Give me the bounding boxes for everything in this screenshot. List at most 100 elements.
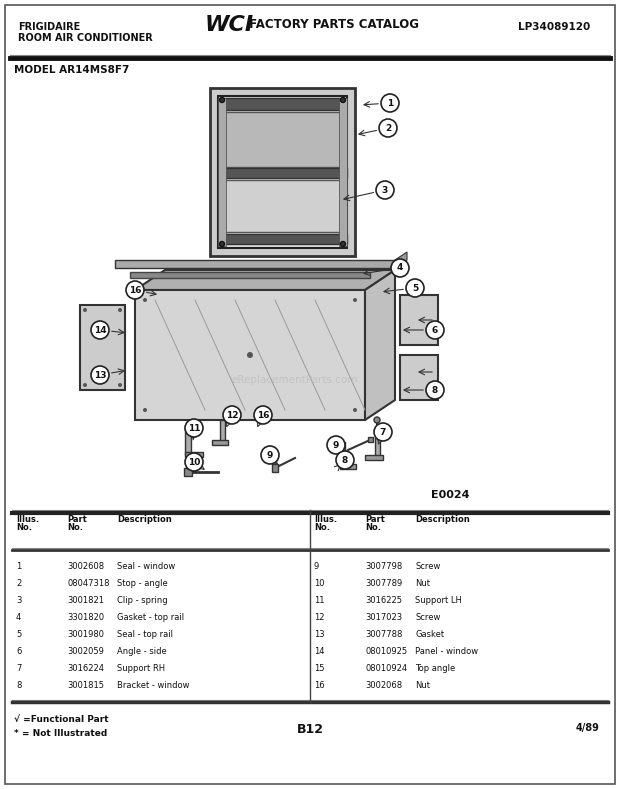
- Text: 12: 12: [314, 613, 324, 622]
- Text: 13: 13: [314, 630, 325, 639]
- Text: 13: 13: [94, 371, 106, 380]
- Circle shape: [353, 408, 357, 412]
- Text: FRIGIDAIRE: FRIGIDAIRE: [18, 22, 80, 32]
- Text: 2: 2: [385, 124, 391, 133]
- Text: 3016225: 3016225: [365, 596, 402, 605]
- Text: eReplacementParts.com: eReplacementParts.com: [232, 375, 358, 385]
- Circle shape: [391, 259, 409, 277]
- Bar: [218, 96, 347, 248]
- Circle shape: [185, 419, 203, 437]
- Text: 08010924: 08010924: [365, 664, 407, 673]
- Circle shape: [353, 298, 357, 302]
- Bar: [375, 430, 380, 458]
- Text: 3007798: 3007798: [365, 562, 402, 571]
- Text: * = Not Illustrated: * = Not Illustrated: [14, 729, 107, 738]
- Text: 5: 5: [412, 283, 418, 293]
- Text: 16: 16: [257, 410, 269, 420]
- Text: 8: 8: [342, 455, 348, 465]
- Text: 3002059: 3002059: [67, 647, 104, 656]
- Text: 3002068: 3002068: [365, 681, 402, 690]
- Circle shape: [185, 453, 203, 471]
- Circle shape: [261, 446, 279, 464]
- Text: 3001815: 3001815: [67, 681, 104, 690]
- Bar: [130, 272, 370, 278]
- Circle shape: [254, 406, 272, 424]
- Text: Description: Description: [415, 515, 470, 524]
- Text: 3002608: 3002608: [67, 562, 104, 571]
- Polygon shape: [365, 270, 395, 420]
- Bar: [135, 290, 365, 420]
- Circle shape: [336, 451, 354, 469]
- Text: No.: No.: [365, 523, 381, 532]
- Text: 3001980: 3001980: [67, 630, 104, 639]
- Circle shape: [91, 366, 109, 384]
- Circle shape: [126, 281, 144, 299]
- Circle shape: [374, 417, 380, 423]
- Text: Description: Description: [117, 515, 172, 524]
- Text: 3301820: 3301820: [67, 613, 104, 622]
- Text: Top angle: Top angle: [415, 664, 455, 673]
- Text: 11: 11: [188, 424, 200, 432]
- Text: MODEL AR14MS8F7: MODEL AR14MS8F7: [14, 65, 130, 75]
- Text: 7: 7: [16, 664, 21, 673]
- Bar: [210, 88, 355, 256]
- Text: 2: 2: [16, 579, 21, 588]
- Text: 1: 1: [387, 99, 393, 107]
- Bar: [80, 305, 125, 390]
- Circle shape: [118, 308, 122, 312]
- Polygon shape: [395, 252, 407, 268]
- Text: 4: 4: [397, 264, 403, 272]
- Circle shape: [223, 406, 241, 424]
- Text: √ =Functional Part: √ =Functional Part: [14, 715, 108, 724]
- Text: 08010925: 08010925: [365, 647, 407, 656]
- Text: 16: 16: [314, 681, 325, 690]
- Text: Part: Part: [365, 515, 385, 524]
- Bar: [368, 437, 373, 442]
- Text: 3001821: 3001821: [67, 596, 104, 605]
- Text: FACTORY PARTS CATALOG: FACTORY PARTS CATALOG: [245, 18, 419, 31]
- Bar: [400, 295, 438, 345]
- Circle shape: [118, 383, 122, 387]
- Text: 15: 15: [314, 664, 324, 673]
- Bar: [340, 442, 345, 466]
- Text: 5: 5: [16, 630, 21, 639]
- Bar: [185, 425, 191, 455]
- Text: 9: 9: [267, 451, 273, 459]
- Bar: [212, 440, 228, 445]
- Text: 10: 10: [314, 579, 324, 588]
- Circle shape: [91, 321, 109, 339]
- Text: Gasket: Gasket: [415, 630, 444, 639]
- Text: 08047318: 08047318: [67, 579, 110, 588]
- Circle shape: [219, 98, 224, 103]
- Bar: [220, 180, 345, 232]
- Text: 8: 8: [16, 681, 21, 690]
- Bar: [115, 260, 395, 268]
- Text: 3017023: 3017023: [365, 613, 402, 622]
- Text: Angle - side: Angle - side: [117, 647, 167, 656]
- Bar: [218, 168, 347, 178]
- Text: Part: Part: [67, 515, 87, 524]
- Text: 6: 6: [16, 647, 21, 656]
- Bar: [340, 464, 356, 469]
- Text: 4/89: 4/89: [576, 723, 600, 733]
- Text: Seal - window: Seal - window: [117, 562, 175, 571]
- Text: 3: 3: [16, 596, 21, 605]
- Text: Screw: Screw: [415, 613, 440, 622]
- Circle shape: [143, 298, 147, 302]
- Circle shape: [83, 308, 87, 312]
- Text: Support RH: Support RH: [117, 664, 165, 673]
- Bar: [400, 355, 438, 400]
- Bar: [272, 464, 278, 472]
- Text: Nut: Nut: [415, 579, 430, 588]
- Circle shape: [327, 436, 345, 454]
- Bar: [339, 98, 347, 246]
- Bar: [220, 98, 345, 110]
- Circle shape: [406, 279, 424, 297]
- Bar: [220, 112, 345, 167]
- Text: Stop - angle: Stop - angle: [117, 579, 168, 588]
- Bar: [184, 468, 192, 476]
- Text: Gasket - top rail: Gasket - top rail: [117, 613, 184, 622]
- Text: Bracket - window: Bracket - window: [117, 681, 190, 690]
- Text: 6: 6: [432, 326, 438, 335]
- Text: No.: No.: [67, 523, 83, 532]
